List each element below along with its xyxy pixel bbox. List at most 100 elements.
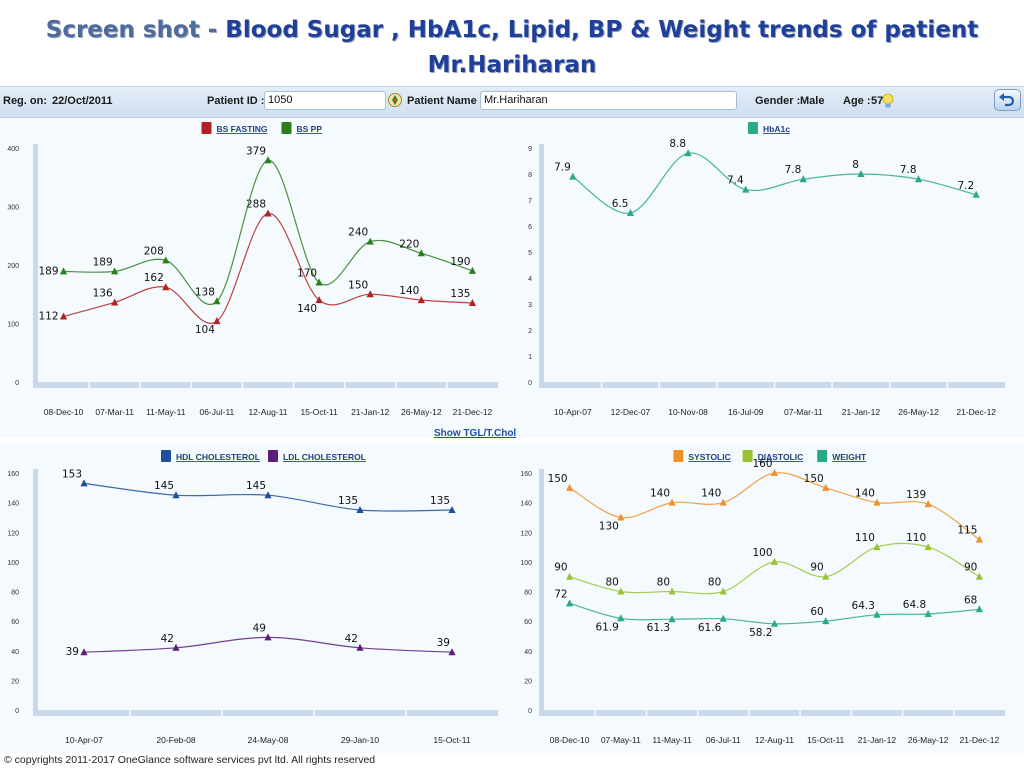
data-point[interactable] — [742, 185, 750, 193]
data-point[interactable] — [873, 543, 881, 551]
data-point[interactable] — [162, 256, 170, 264]
copyright-footer: © copyrights 2011-2017 OneGlance softwar… — [0, 753, 1024, 768]
x-tick-label: 07-Mar-11 — [784, 407, 823, 417]
data-point[interactable] — [975, 605, 983, 613]
data-point[interactable] — [448, 648, 456, 656]
data-label: 100 — [752, 547, 772, 559]
data-label: 135 — [430, 495, 450, 507]
data-point[interactable] — [626, 209, 635, 216]
legend-entry[interactable]: LDL CHOLESTEROL — [283, 452, 366, 462]
data-point[interactable] — [668, 498, 676, 506]
data-point[interactable] — [315, 296, 323, 304]
data-point[interactable] — [822, 483, 830, 491]
data-point[interactable] — [975, 572, 983, 580]
data-point[interactable] — [213, 317, 221, 325]
data-point[interactable] — [366, 237, 374, 245]
data-point[interactable] — [417, 249, 425, 257]
data-point[interactable] — [770, 469, 779, 476]
data-point[interactable] — [468, 299, 477, 307]
data-point[interactable] — [668, 587, 676, 595]
data-point[interactable] — [264, 156, 272, 164]
legend-entry[interactable]: BS PP — [297, 124, 323, 134]
data-point[interactable] — [799, 175, 807, 183]
data-point[interactable] — [924, 543, 932, 551]
legend-entry[interactable]: WEIGHT — [832, 452, 867, 462]
x-tick-label: 12-Dec-07 — [611, 407, 651, 417]
data-label: 49 — [253, 622, 266, 634]
data-point[interactable] — [668, 615, 676, 623]
data-point[interactable] — [972, 190, 980, 198]
data-point[interactable] — [264, 633, 272, 641]
data-point[interactable] — [617, 513, 625, 521]
data-point[interactable] — [914, 175, 923, 183]
y-tick-label: 80 — [524, 590, 532, 597]
patient-name-field[interactable]: Mr.Hariharan — [480, 91, 737, 110]
data-point[interactable] — [59, 312, 68, 320]
data-point[interactable] — [566, 599, 574, 607]
x-tick-label: 21-Jan-12 — [858, 735, 897, 745]
data-point[interactable] — [356, 506, 364, 514]
data-point[interactable] — [59, 267, 68, 275]
data-point[interactable] — [857, 170, 865, 177]
data-point[interactable] — [822, 617, 830, 625]
data-label: 189 — [39, 265, 59, 277]
data-point[interactable] — [566, 483, 574, 491]
data-point[interactable] — [770, 619, 779, 627]
data-label: 136 — [93, 287, 113, 299]
y-tick-label: 0 — [528, 380, 532, 387]
data-point[interactable] — [356, 643, 364, 651]
series-line — [63, 159, 473, 305]
page-title-patient: Mr.Hariharan — [427, 52, 597, 78]
data-point[interactable] — [719, 498, 727, 506]
patient-id-field[interactable]: 1050 — [264, 91, 386, 110]
back-button[interactable] — [994, 89, 1021, 111]
data-point[interactable] — [924, 610, 932, 618]
data-point[interactable] — [569, 172, 577, 180]
data-point[interactable] — [366, 290, 374, 298]
data-label: 80 — [657, 577, 670, 589]
data-label: 140 — [701, 488, 721, 500]
data-point[interactable] — [924, 500, 932, 508]
data-point[interactable] — [448, 506, 456, 514]
data-label: 6.5 — [612, 198, 629, 210]
y-tick-label: 3 — [528, 302, 532, 309]
data-point[interactable] — [617, 614, 625, 622]
data-point[interactable] — [213, 297, 221, 305]
data-point[interactable] — [719, 587, 727, 595]
data-point[interactable] — [172, 491, 180, 499]
data-point[interactable] — [80, 479, 88, 487]
data-point[interactable] — [264, 491, 272, 499]
legend-entry[interactable]: HDL CHOLESTEROL — [176, 452, 260, 462]
data-point[interactable] — [975, 535, 983, 543]
legend-entry[interactable]: HbA1c — [763, 124, 790, 134]
series-line — [572, 152, 977, 214]
data-point[interactable] — [566, 572, 574, 580]
data-point[interactable] — [172, 643, 180, 651]
data-point[interactable] — [111, 298, 119, 306]
data-point[interactable] — [111, 267, 119, 275]
data-point[interactable] — [264, 209, 272, 217]
data-point[interactable] — [617, 587, 625, 595]
data-point[interactable] — [468, 266, 477, 274]
data-point[interactable] — [770, 557, 779, 565]
data-point[interactable] — [873, 610, 881, 618]
data-point[interactable] — [719, 614, 727, 622]
legend-entry[interactable]: SYSTOLIC — [688, 452, 730, 462]
legend-entry[interactable]: BS FASTING — [217, 124, 268, 134]
data-label: 150 — [548, 473, 568, 485]
data-point[interactable] — [162, 283, 170, 291]
data-point[interactable] — [822, 572, 830, 580]
bs-chart-svg: 0 100 200 300 400 08-Dec-10 07-Mar-11 11-May-11… — [7, 122, 498, 417]
data-point[interactable] — [417, 296, 425, 304]
show-tgl-tchol-link[interactable]: Show TGL/T.Chol — [434, 428, 517, 439]
data-point[interactable] — [315, 278, 323, 286]
x-tick-label: 06-Jul-11 — [199, 407, 234, 417]
legend-entry[interactable]: DIASTOLIC — [758, 452, 804, 462]
data-label: 7.4 — [727, 175, 744, 187]
legend-swatch — [748, 122, 758, 134]
blood-sugar-chart-panel: 0 100 200 300 400 08-Dec-10 07-Mar-11 11-May-11… — [0, 118, 512, 438]
data-point[interactable] — [80, 648, 88, 656]
data-point[interactable] — [873, 498, 881, 506]
y-tick-label: 100 — [7, 322, 19, 329]
data-point[interactable] — [684, 149, 692, 157]
